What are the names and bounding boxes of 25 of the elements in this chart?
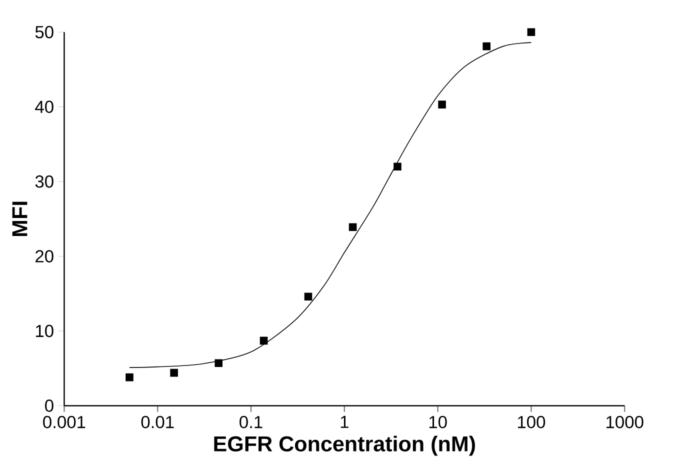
y-tick-label: 40: [35, 100, 54, 114]
point: [394, 162, 402, 171]
point: [482, 42, 491, 50]
y-axis-title: MFI: [12, 202, 28, 236]
y-tick-label: 30: [35, 175, 54, 188]
point: [214, 359, 223, 368]
x-tick-label: 0.001: [43, 416, 86, 428]
point: [260, 336, 268, 345]
point: [438, 100, 446, 109]
y-tick-label: 10: [36, 324, 54, 338]
x-tick-label: 0.01: [141, 416, 174, 428]
y-tick-label: 20: [36, 250, 54, 263]
y-tick-label: 50: [35, 26, 54, 38]
y-tick-label: 0: [45, 400, 54, 412]
x-tick-label: 0.1: [240, 416, 262, 428]
point: [126, 373, 134, 382]
x-tick-label: 100: [518, 416, 546, 428]
x-tick-label: 1: [340, 416, 348, 428]
point: [348, 223, 357, 232]
point: [527, 28, 536, 36]
x-axis-title: EGFR Concentration (nM): [214, 436, 475, 456]
x-tick-label: 10: [429, 416, 447, 428]
x-tick-label: 1000: [606, 416, 644, 428]
point: [170, 369, 178, 377]
point: [304, 292, 312, 301]
